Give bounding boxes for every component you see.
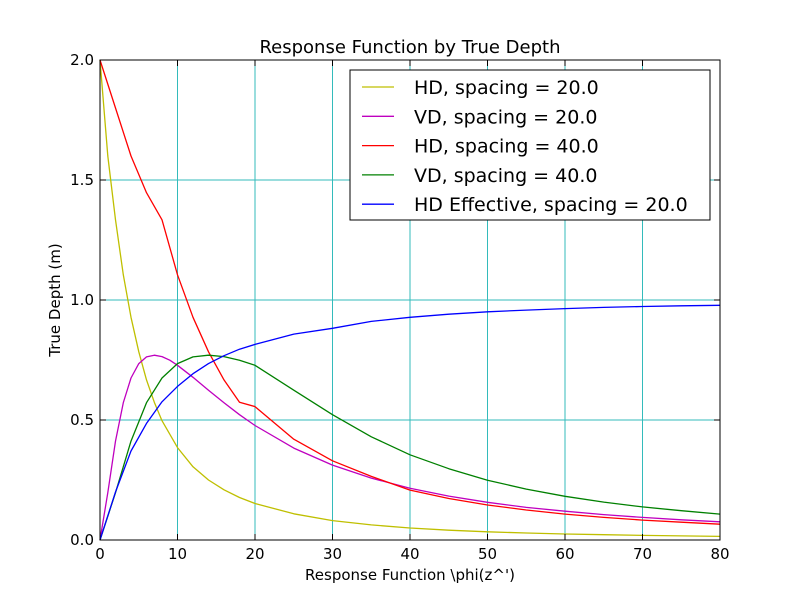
series-line-1	[99, 59, 721, 538]
x-tick-label: 20	[245, 545, 264, 563]
legend-label-4: VD, spacing = 40.0	[414, 165, 597, 187]
x-tick-label: 0	[95, 545, 105, 563]
tick-labels: 0 10 20 30 40 50 60 70 80 0.0 0.5 1.0 1.5 2.0	[70, 51, 729, 563]
x-tick-label: 60	[555, 545, 574, 563]
legend-label-2: VD, spacing = 20.0	[414, 106, 597, 128]
legend-label-5: HD Effective, spacing = 20.0	[414, 194, 688, 216]
y-axis-label: True Depth (m)	[46, 243, 64, 357]
x-tick-label: 50	[478, 545, 497, 563]
legend-label-3: HD, spacing = 40.0	[414, 136, 599, 158]
series-line-2	[99, 354, 721, 541]
series-line-4	[99, 354, 721, 541]
series-lines	[99, 59, 721, 541]
x-axis-label: Response Function \phi(z^')	[305, 566, 515, 584]
x-tick-label: 30	[323, 545, 342, 563]
legend-box	[349, 69, 711, 221]
y-tick-label: 1.5	[70, 171, 94, 189]
x-tick-label: 70	[633, 545, 652, 563]
chart-title: Response Function by True Depth	[259, 37, 560, 58]
y-tick-label: 0.5	[70, 411, 94, 429]
y-tick-label: 1.0	[70, 291, 94, 309]
x-tick-label: 80	[710, 545, 729, 563]
legend: HD, spacing = 20.0 VD, spacing = 20.0 HD, …	[349, 69, 711, 221]
series-line-5	[99, 304, 721, 541]
x-tick-label: 10	[168, 545, 187, 563]
y-tick-label: 2.0	[70, 51, 94, 69]
legend-label-1: HD, spacing = 20.0	[414, 77, 599, 99]
series-line-3	[99, 59, 721, 525]
x-tick-label: 40	[400, 545, 419, 563]
axis-ticks	[99, 59, 721, 541]
y-tick-label: 0.0	[70, 531, 94, 549]
